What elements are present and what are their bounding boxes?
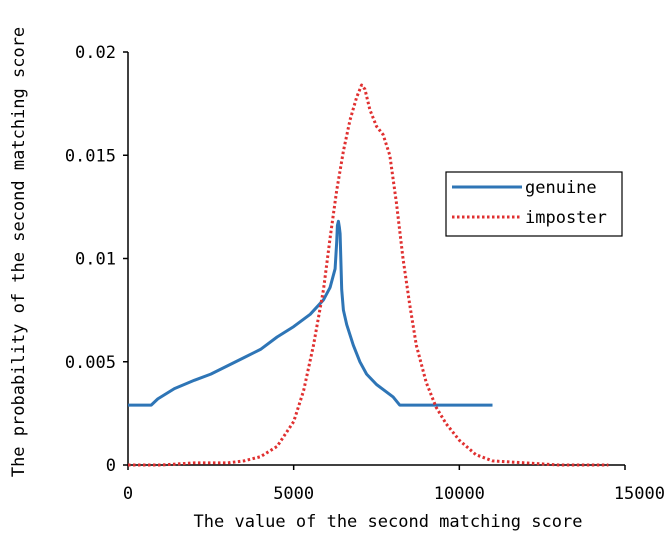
legend-box: [445, 171, 623, 237]
legend-label-genuine: genuine: [525, 178, 597, 198]
x-tick-label: 15000: [614, 484, 665, 504]
series-line-genuine: [128, 219, 493, 407]
y-tick-label: 0.02: [75, 43, 116, 63]
x-tick-label: 0: [123, 484, 133, 504]
x-tick-label: 5000: [273, 484, 314, 504]
series-layer: [128, 83, 609, 467]
x-ticks: 0 5000 10000 15000: [123, 465, 665, 504]
legend: genuine imposter: [445, 171, 623, 237]
y-tick-label: 0.01: [75, 250, 116, 270]
x-tick-label: 10000: [434, 484, 485, 504]
x-axis-label: The value of the second matching score: [194, 512, 583, 532]
y-tick-label: 0.015: [65, 146, 116, 166]
y-ticks: 0 0.005 0.01 0.015 0.02: [65, 43, 128, 476]
series-line-imposter: [128, 83, 609, 467]
y-tick-label: 0.005: [65, 353, 116, 373]
legend-label-imposter: imposter: [525, 208, 607, 228]
y-tick-label: 0: [106, 456, 116, 476]
y-axis-label: The probability of the second matching s…: [9, 27, 29, 477]
